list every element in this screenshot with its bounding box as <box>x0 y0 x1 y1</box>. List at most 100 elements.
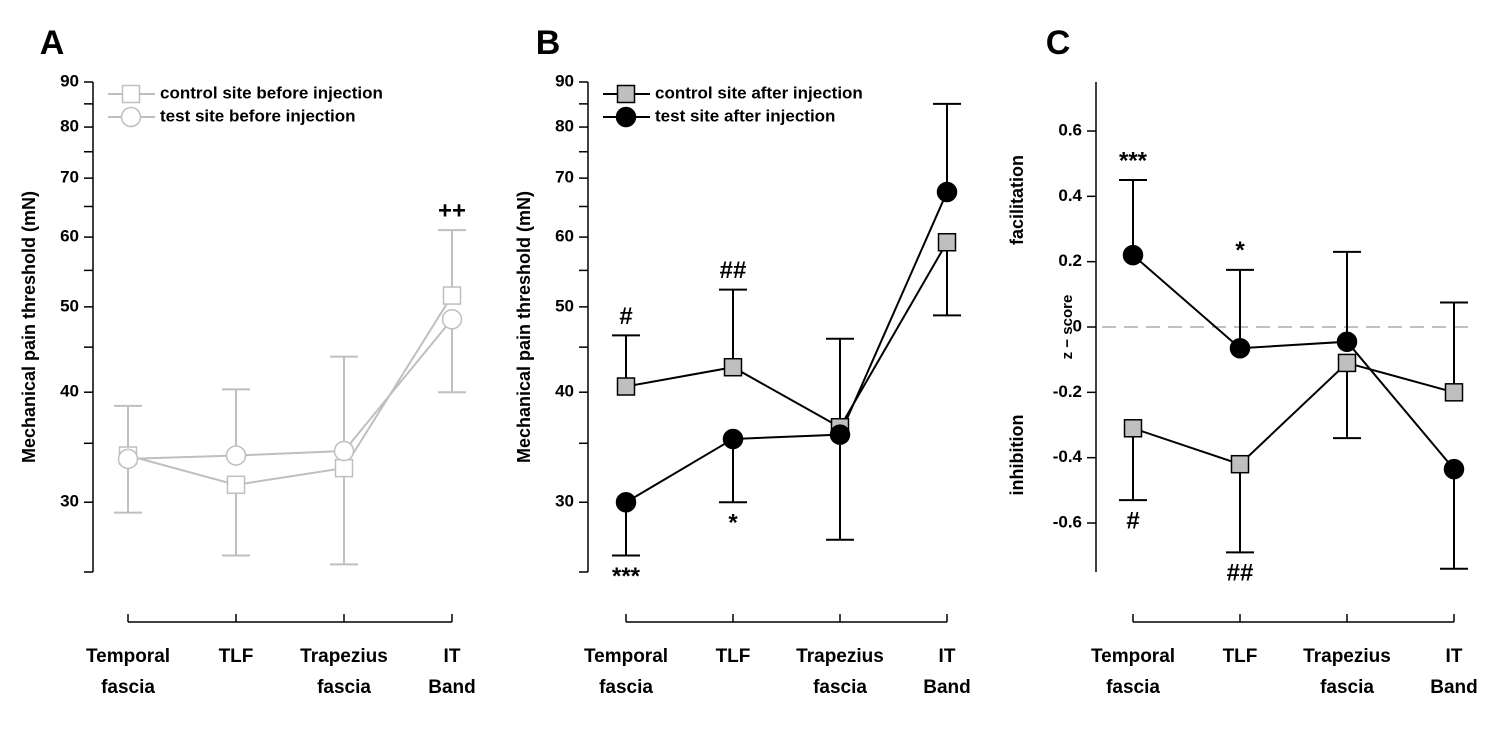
annotation: ++ <box>438 197 466 224</box>
error-bar <box>1119 179 1147 502</box>
error-bar <box>1440 301 1468 570</box>
x-tick-label: Band <box>428 677 476 698</box>
legend-label: control site before injection <box>160 83 383 102</box>
x-tick-label: fascia <box>1106 677 1160 698</box>
annotation: *** <box>1119 147 1148 174</box>
data-point <box>1444 383 1464 402</box>
y-tick-label: 0.6 <box>1058 120 1082 139</box>
y-tick-label: 50 <box>555 296 574 315</box>
series-line <box>625 191 948 504</box>
data-point <box>117 448 139 470</box>
x-tick-label: TLF <box>716 646 751 667</box>
x-tick-label: Band <box>1430 677 1478 698</box>
y-tick-label: 90 <box>555 71 574 90</box>
series-line <box>625 241 948 429</box>
data-point <box>723 357 743 377</box>
x-tick-label: IT <box>1446 646 1463 667</box>
y-tick-label: 80 <box>555 117 574 136</box>
data-point <box>441 309 463 330</box>
error-bar <box>1226 268 1254 554</box>
y-tick-label: 60 <box>60 227 79 246</box>
panel-label: A <box>40 24 65 62</box>
series-line <box>127 318 453 460</box>
panel-label: B <box>536 24 561 62</box>
y-tick-label: 90 <box>60 71 79 90</box>
annotation: # <box>619 303 632 330</box>
x-tick-label: IT <box>444 646 461 667</box>
y-tick-label: 70 <box>60 168 79 187</box>
data-point <box>442 286 462 305</box>
error-bar <box>826 337 854 541</box>
data-point <box>333 440 355 462</box>
x-tick-label: Temporal <box>86 646 170 667</box>
annotation: * <box>1235 237 1245 264</box>
x-tick-label: fascia <box>101 677 155 698</box>
annotation: * <box>728 510 738 537</box>
legend-label: test site before injection <box>160 106 356 125</box>
error-bar <box>1333 250 1361 440</box>
y-axis-label: Mechanical pain threshold (mN) <box>19 191 39 463</box>
x-tick-label: fascia <box>1320 677 1374 698</box>
y-tick-label: -0.4 <box>1053 447 1083 466</box>
data-point <box>722 428 744 450</box>
y-tick-label: 80 <box>60 117 79 136</box>
y-axis-label-lower: inhibition <box>1007 415 1027 496</box>
data-point <box>616 377 636 396</box>
x-tick-label: TLF <box>219 646 254 667</box>
error-bar <box>438 229 466 394</box>
series-line <box>1132 254 1455 470</box>
annotation: # <box>1126 507 1139 534</box>
data-point <box>936 181 958 203</box>
error-bar <box>933 102 961 317</box>
annotation: ## <box>1227 560 1254 587</box>
data-point <box>937 232 957 252</box>
y-tick-label: 0.2 <box>1058 251 1082 270</box>
y-tick-label: -0.2 <box>1053 382 1082 401</box>
annotation: ## <box>720 257 747 284</box>
data-point <box>1123 419 1143 438</box>
y-tick-label: 0.4 <box>1058 186 1082 205</box>
y-tick-label: 30 <box>555 492 574 511</box>
y-tick-label: -0.6 <box>1053 512 1082 531</box>
x-tick-label: Temporal <box>584 646 668 667</box>
annotation: *** <box>612 563 641 590</box>
data-point <box>1122 244 1144 266</box>
error-bar <box>719 288 747 504</box>
y-tick-label: 50 <box>60 296 79 315</box>
panel-label: C <box>1046 24 1071 62</box>
data-point <box>1229 337 1251 359</box>
y-tick-label: 40 <box>60 382 79 401</box>
x-tick-label: TLF <box>1223 646 1258 667</box>
legend-label: control site after injection <box>655 83 863 102</box>
series-line <box>127 295 453 486</box>
y-tick-label: 30 <box>60 492 79 511</box>
x-tick-label: Band <box>923 677 971 698</box>
data-point <box>334 458 354 478</box>
data-point <box>615 492 637 513</box>
y-tick-label: 60 <box>555 227 574 246</box>
data-point <box>226 475 246 495</box>
series-line <box>1132 361 1455 466</box>
legend-marker <box>615 106 637 128</box>
x-tick-label: Trapezius <box>1303 646 1391 667</box>
x-tick-label: fascia <box>317 677 371 698</box>
legend-marker <box>121 84 141 104</box>
x-tick-label: Trapezius <box>796 646 884 667</box>
data-point <box>1443 458 1465 480</box>
x-tick-label: fascia <box>813 677 867 698</box>
y-tick-label: 70 <box>555 168 574 187</box>
x-tick-label: Temporal <box>1091 646 1175 667</box>
legend-marker <box>120 106 142 128</box>
error-bar <box>222 388 250 557</box>
x-tick-label: IT <box>939 646 956 667</box>
legend-label: test site after injection <box>655 106 835 125</box>
y-tick-label: 40 <box>555 382 574 401</box>
y-axis-label-upper: facilitation <box>1007 155 1027 245</box>
y-axis-label: Mechanical pain threshold (mN) <box>514 191 534 463</box>
x-tick-label: fascia <box>599 677 653 698</box>
error-bar <box>330 355 358 566</box>
y-axis-label: z − score <box>1059 295 1076 360</box>
data-point <box>225 445 247 466</box>
data-point <box>1337 353 1357 373</box>
